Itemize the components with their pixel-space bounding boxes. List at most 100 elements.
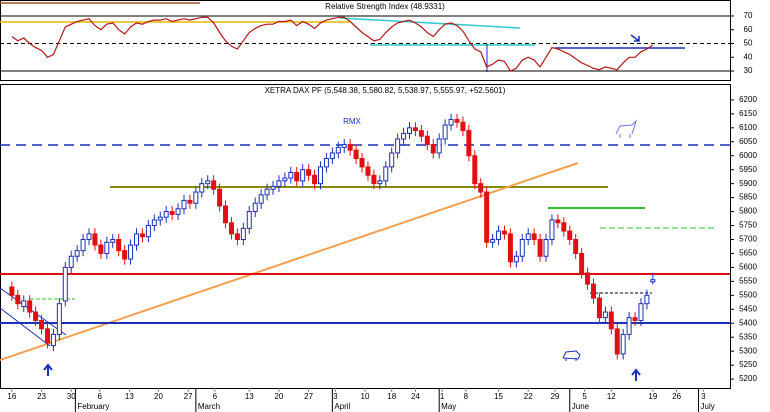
x-tick-label: 20 xyxy=(154,392,163,401)
candle-body xyxy=(145,225,151,238)
rsi-title: Relative Strength Index (48.9331) xyxy=(325,2,445,11)
candle-body xyxy=(395,138,401,154)
y-tick-label: 5650 xyxy=(739,249,757,258)
month-label: April xyxy=(334,402,350,411)
candle-body xyxy=(139,233,145,238)
candle-body xyxy=(74,250,80,257)
x-tick-label: 23 xyxy=(37,392,46,401)
y-tick-label: 30 xyxy=(744,66,753,75)
x-tick-label: 29 xyxy=(550,392,559,401)
candle-body xyxy=(365,166,371,176)
x-tick-label: 5 xyxy=(582,392,587,401)
month-label: June xyxy=(572,402,590,411)
candle-body xyxy=(412,127,418,132)
y-tick-label: 5350 xyxy=(739,332,757,341)
candle-body xyxy=(27,300,33,313)
rsi-frame xyxy=(0,0,731,81)
candle-body xyxy=(347,144,353,151)
candle-body xyxy=(228,222,234,235)
arrow xyxy=(631,368,641,381)
y-tick-label: 5600 xyxy=(739,263,757,272)
annotation: RMX xyxy=(343,117,361,126)
x-tick-label: 19 xyxy=(648,392,657,401)
month-label: May xyxy=(441,402,456,411)
candle-body xyxy=(92,233,98,246)
candle-body xyxy=(501,230,507,235)
candle-body xyxy=(602,311,608,319)
x-tick-label: 3 xyxy=(701,392,706,401)
x-tick-label: 6 xyxy=(213,392,218,401)
candle-body xyxy=(110,238,116,243)
bear-icon xyxy=(562,350,581,361)
x-tick-label: 10 xyxy=(361,392,370,401)
candle-body xyxy=(312,174,318,185)
y-tick-label: 70 xyxy=(744,11,753,20)
candle-body xyxy=(620,333,626,355)
candle-body xyxy=(199,183,205,193)
candle-body xyxy=(335,146,341,154)
candle-body xyxy=(608,311,614,330)
x-tick-label: 12 xyxy=(607,392,616,401)
candle-body xyxy=(490,238,496,243)
y-tick-label: 6200 xyxy=(739,95,757,104)
candle-body xyxy=(276,180,282,187)
candle-body xyxy=(472,155,478,185)
candle-body xyxy=(264,188,270,196)
candle-body xyxy=(377,180,383,185)
candle-body xyxy=(460,121,466,132)
y-tick-label: 5800 xyxy=(739,207,757,216)
candle-body xyxy=(300,169,306,182)
candle-body xyxy=(252,202,258,213)
candle-body xyxy=(86,233,92,240)
y-tick-label: 5450 xyxy=(739,304,757,313)
candle-body xyxy=(638,303,644,321)
candle-body xyxy=(21,300,27,307)
month-label: March xyxy=(198,402,220,411)
candle-body xyxy=(371,174,377,185)
trend-line xyxy=(0,162,579,361)
channel-line xyxy=(0,307,51,347)
y-tick-label: 6000 xyxy=(739,151,757,160)
candle-body xyxy=(401,132,407,140)
candle-body xyxy=(543,238,549,257)
y-tick-label: 5550 xyxy=(739,276,757,285)
bull-icon xyxy=(615,119,638,138)
x-tick-label: 30 xyxy=(67,392,76,401)
y-tick-label: 60 xyxy=(744,25,753,34)
y-tick-label: 5850 xyxy=(739,193,757,202)
candle-body xyxy=(448,118,454,126)
candle-body xyxy=(525,233,531,240)
y-tick-label: 5250 xyxy=(739,360,757,369)
x-tick-label: 18 xyxy=(387,392,396,401)
candle-body xyxy=(175,208,181,215)
candle-body xyxy=(519,238,525,257)
candle-body xyxy=(193,191,199,204)
candle-body xyxy=(507,233,513,263)
candle-body xyxy=(424,135,430,146)
candle-body xyxy=(128,244,134,260)
candle-body xyxy=(217,188,223,207)
candle-body xyxy=(478,183,484,193)
candle-body xyxy=(39,319,45,330)
candle-body xyxy=(389,152,395,168)
candle-body xyxy=(561,222,567,232)
candle-body xyxy=(56,303,62,335)
candle-body xyxy=(585,272,591,285)
y-tick-label: 5950 xyxy=(739,165,757,174)
x-tick-label: 1 xyxy=(440,392,445,401)
rsi-line xyxy=(11,16,654,72)
candle-body xyxy=(573,238,579,254)
y-tick-label: 6100 xyxy=(739,123,757,132)
y-tick-label: 5500 xyxy=(739,290,757,299)
y-tick-label: 50 xyxy=(744,39,753,48)
candle-body xyxy=(614,328,620,355)
candle-body xyxy=(579,252,585,274)
candle-body xyxy=(436,138,442,154)
candle-body xyxy=(234,233,240,240)
month-label: February xyxy=(77,402,109,411)
candle-body xyxy=(211,180,217,190)
candle-body xyxy=(282,177,288,182)
candle-body xyxy=(9,286,15,296)
